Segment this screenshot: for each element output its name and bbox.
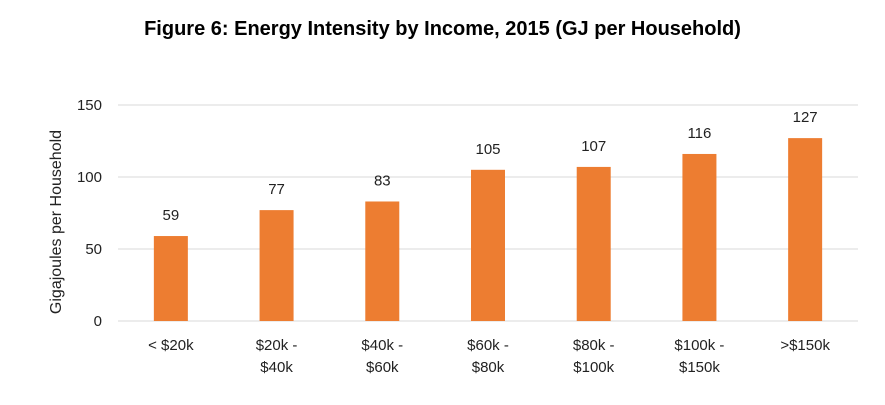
- bar: [682, 153, 717, 321]
- y-axis-title: Gigajoules per Household: [48, 130, 65, 314]
- data-label: 59: [163, 207, 180, 224]
- x-tick-label: >$150k: [780, 337, 830, 354]
- x-tick-label: < $20k: [148, 337, 194, 354]
- x-tick-label: $40k -$60k: [361, 337, 403, 376]
- bar: [153, 236, 188, 321]
- data-label: 107: [581, 138, 606, 155]
- x-tick-label: $20k -$40k: [256, 337, 298, 376]
- bar: [259, 210, 294, 321]
- data-label: 127: [793, 109, 818, 126]
- y-tick-label: 50: [85, 241, 102, 258]
- bar: [788, 138, 823, 321]
- bar: [471, 169, 505, 321]
- data-label: 83: [374, 172, 391, 189]
- bar: [365, 201, 400, 321]
- data-label: 116: [687, 125, 711, 142]
- data-labels: 59 77 83 105 107 116 127: [163, 109, 818, 224]
- bars: [153, 138, 823, 321]
- x-tick-label: $80k -$100k: [573, 337, 615, 376]
- bar: [576, 166, 611, 321]
- y-tick-label: 150: [77, 97, 102, 114]
- y-tick-label: 0: [94, 313, 102, 330]
- x-axis-ticks: < $20k $20k -$40k $40k -$60k $60k -$80k $80k…: [148, 337, 830, 376]
- x-tick-label: $100k -$150k: [674, 337, 724, 376]
- data-label: 105: [475, 141, 500, 158]
- y-tick-label: 100: [77, 169, 102, 186]
- x-tick-label: $60k -$80k: [467, 337, 509, 376]
- chart-title: Figure 6: Energy Intensity by Income, 20…: [144, 18, 741, 40]
- y-axis-ticks: 0 50 100 150: [77, 97, 102, 330]
- data-label: 77: [268, 181, 285, 198]
